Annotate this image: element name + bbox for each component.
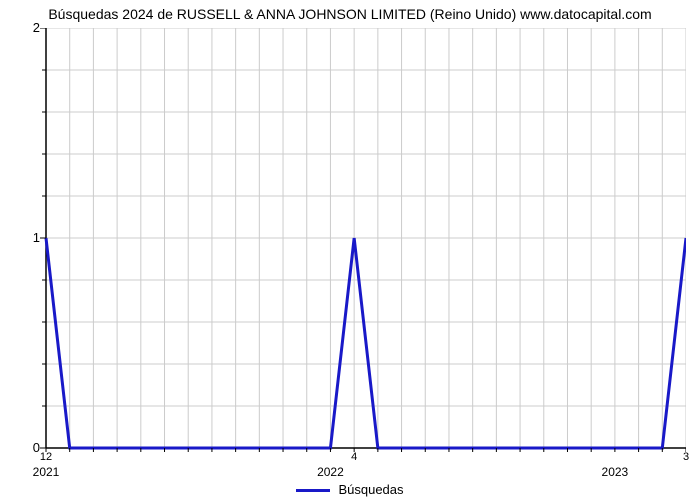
x-tick-label: 3: [671, 451, 700, 463]
x-major-label: 2021: [26, 465, 66, 479]
chart-title: Búsquedas 2024 de RUSSELL & ANNA JOHNSON…: [0, 6, 700, 22]
y-tick-label: 2: [10, 20, 40, 35]
chart-svg: [38, 28, 686, 456]
y-tick-label: 1: [10, 230, 40, 245]
x-major-label: 2023: [595, 465, 635, 479]
legend-label: Búsquedas: [338, 482, 403, 497]
legend: Búsquedas: [0, 482, 700, 497]
legend-line: [296, 489, 330, 492]
x-tick-label: 4: [339, 451, 369, 463]
chart-container: Búsquedas 2024 de RUSSELL & ANNA JOHNSON…: [0, 0, 700, 500]
x-major-label: 2022: [310, 465, 350, 479]
x-tick-label: 12: [31, 451, 61, 463]
plot-area: [46, 28, 686, 448]
